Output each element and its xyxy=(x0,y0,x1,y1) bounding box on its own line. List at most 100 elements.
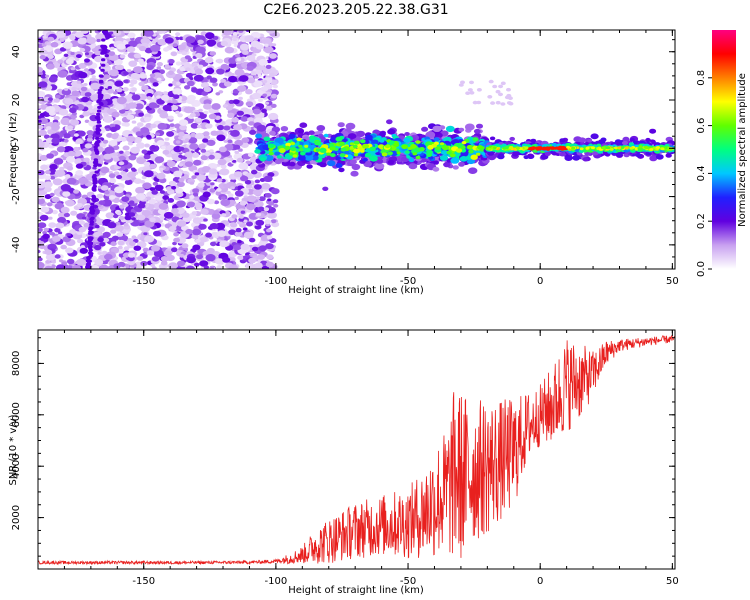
spectrogram-cell xyxy=(138,45,147,52)
spectrogram-cell xyxy=(135,186,145,194)
spectrogram-cell xyxy=(193,74,204,82)
spectrogram-cell xyxy=(582,157,589,162)
spectrogram-cell xyxy=(166,160,176,168)
spectrogram-cell xyxy=(94,259,104,266)
spectrogram-cell xyxy=(76,258,87,266)
spectrogram-cell xyxy=(52,178,63,186)
spectrogram-cell xyxy=(339,153,346,158)
spectrogram-cell xyxy=(168,83,173,87)
spectrogram-cell xyxy=(91,194,96,198)
spectrogram-cell xyxy=(173,237,181,243)
spectrogram-cell xyxy=(316,125,326,132)
spectrogram-cell xyxy=(205,67,215,75)
spectrogram-cell xyxy=(259,157,266,162)
spectrogram-cell xyxy=(96,193,104,199)
spectrogram-cell xyxy=(387,128,396,135)
spectrogram-cell xyxy=(123,30,130,34)
spectrogram-cell xyxy=(340,147,347,152)
spectrogram-cell xyxy=(89,226,94,230)
spectrogram-cell xyxy=(136,214,146,221)
spectrogram-cell xyxy=(151,256,160,262)
spectrogram-cell xyxy=(55,222,65,229)
spectrogram-cell xyxy=(95,224,100,229)
spectrogram-cell xyxy=(223,183,230,188)
spectrogram-cell xyxy=(256,124,267,132)
spectrogram-cell xyxy=(146,250,155,256)
spectrogram-cell xyxy=(263,46,274,54)
spectrogram-cell xyxy=(212,36,219,40)
spectrogram-cell xyxy=(115,104,124,111)
spectrogram-cell xyxy=(238,217,245,222)
spectrogram-cell xyxy=(96,100,101,104)
spectrogram-cell xyxy=(146,134,152,139)
spectrogram-cell xyxy=(89,209,95,213)
spectrogram-cell xyxy=(126,114,135,120)
spectrogram-cell xyxy=(68,34,75,39)
spectrogram-cell xyxy=(239,43,250,51)
spectrogram-cell xyxy=(237,255,244,261)
spectrogram-cell xyxy=(38,244,46,250)
spectrogram-cell xyxy=(404,132,410,136)
spectrogram-cell xyxy=(116,174,123,180)
spectrogram-cell xyxy=(272,199,279,204)
spectrogram-cell xyxy=(209,149,214,153)
spectrogram-cell xyxy=(136,256,144,261)
spectrogram-cell xyxy=(96,109,102,113)
spectrogram-cell xyxy=(191,211,198,216)
spectrogram-cell xyxy=(131,94,141,101)
spectrogram-cell xyxy=(150,145,157,150)
spectrogram-cell xyxy=(38,140,45,148)
spectrogram-cell xyxy=(353,140,360,145)
spectrogram-cell xyxy=(154,132,161,136)
spectrogram-cell xyxy=(156,172,166,180)
spectrogram-cell xyxy=(308,130,315,135)
spectrogram-cell xyxy=(92,181,98,185)
spectrogram-cell xyxy=(335,156,341,161)
spectrogram-cell xyxy=(95,143,100,147)
spectrogram-cell xyxy=(97,237,104,243)
spectrogram-cell xyxy=(100,68,105,72)
spectrogram-cell xyxy=(43,45,54,52)
spectrogram-cell xyxy=(83,157,90,163)
spectrogram-cell xyxy=(215,92,221,96)
spectrogram-cell xyxy=(186,256,197,264)
spectrogram-cell xyxy=(127,171,137,178)
spectrogram-cell xyxy=(269,53,277,59)
spectrogram-cell xyxy=(75,138,83,145)
spectrogram-cell xyxy=(200,145,206,149)
spectrogram-cell xyxy=(90,82,101,90)
spectrogram-cell xyxy=(131,111,136,115)
spectrogram-cell xyxy=(75,163,84,169)
spectrogram-cell xyxy=(208,168,218,175)
spectrogram-cell xyxy=(188,137,198,144)
spectrogram-cell xyxy=(498,153,504,158)
spectrogram-cell xyxy=(665,153,672,158)
spectrogram-cell xyxy=(77,130,86,137)
spectrogram-cell xyxy=(203,131,210,137)
spectrogram-cell xyxy=(141,175,147,180)
spectrogram-cell xyxy=(266,254,274,260)
spectrogram-cell xyxy=(170,51,178,57)
spectrogram-cell xyxy=(189,143,199,150)
spectrogram-cell xyxy=(157,208,166,215)
spectrogram-cell xyxy=(246,55,256,62)
spectrogram-cell xyxy=(135,131,143,137)
spectrogram-cell xyxy=(213,200,220,205)
spectrogram-cell xyxy=(112,145,120,151)
spectrogram-cell xyxy=(167,70,174,76)
spectrogram-cell xyxy=(131,235,137,239)
spectrogram-cell xyxy=(192,192,199,197)
spectrogram-cell xyxy=(143,154,151,160)
spectrogram-cell xyxy=(189,112,196,118)
spectrogram-cell xyxy=(175,61,182,66)
spectrogram-cell xyxy=(78,177,89,185)
spectrogram-cell xyxy=(178,136,183,140)
spectrogram-cell xyxy=(245,184,253,190)
spectrogram-cell xyxy=(216,178,223,183)
spectrogram-cell xyxy=(94,244,102,251)
spectrogram-cell xyxy=(47,97,54,101)
spectrogram-cell xyxy=(109,123,116,128)
spectrogram-cell xyxy=(84,119,90,124)
spectrogram-cell xyxy=(96,120,102,124)
